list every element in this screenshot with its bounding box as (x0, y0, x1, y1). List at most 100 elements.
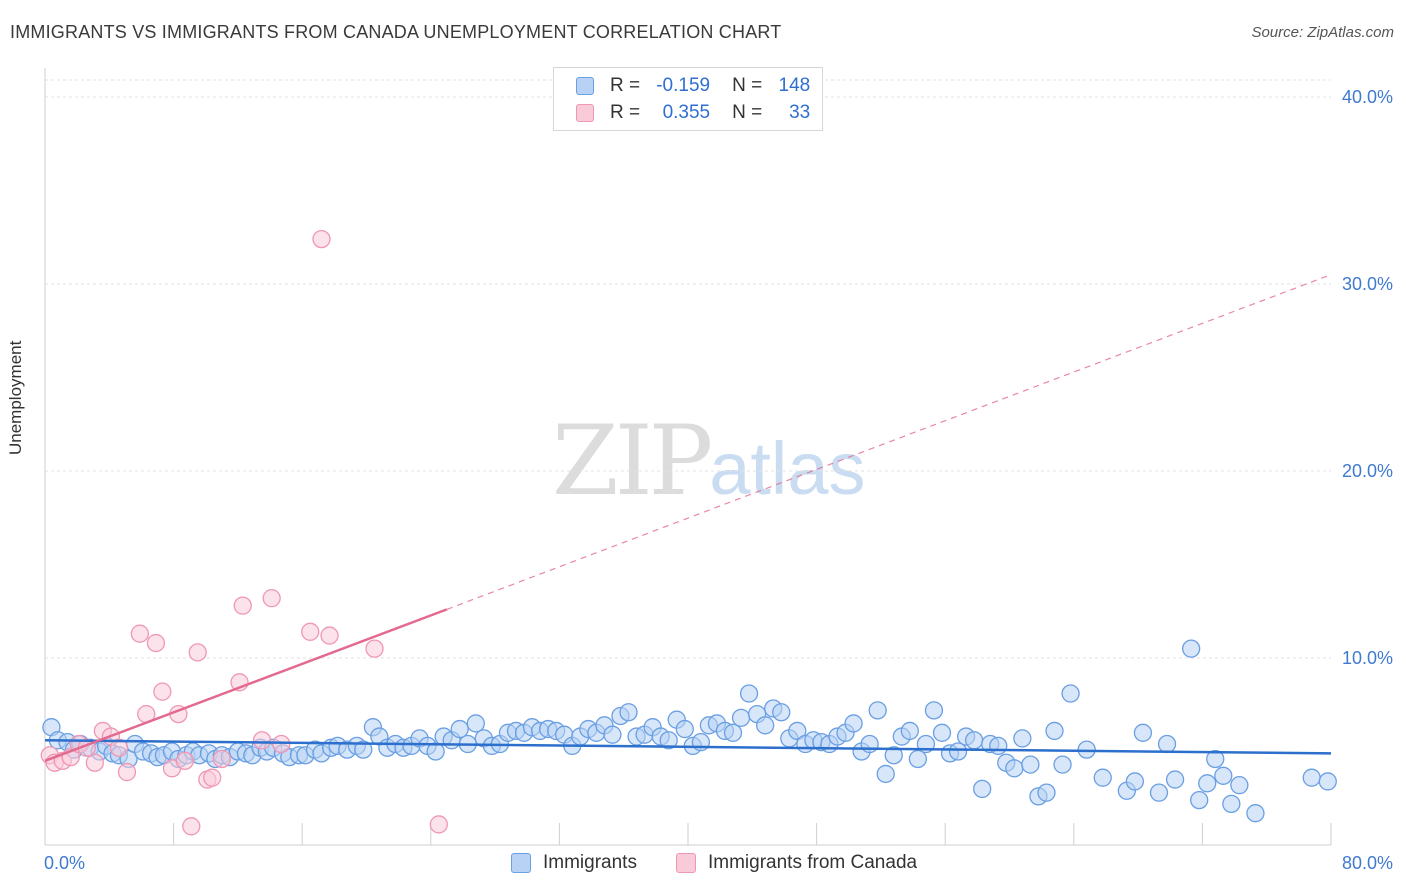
y-tick-label: 40.0% (1342, 87, 1393, 107)
source-credit: Source: ZipAtlas.com (1251, 24, 1394, 41)
point-immigrants (1021, 755, 1040, 774)
point-immigrants (466, 714, 485, 733)
point-immigrants (426, 742, 445, 761)
point-immigrants (844, 714, 863, 733)
point-immigrants (989, 736, 1008, 756)
point-immigrants (788, 721, 807, 741)
point-immigrants (1013, 729, 1032, 748)
trendline-canada (44, 608, 448, 763)
point-immigrants (1157, 734, 1177, 754)
legend-swatch-immigrants (576, 77, 594, 95)
point-immigrants (1045, 721, 1064, 741)
point-canada (233, 596, 252, 615)
point-canada (212, 749, 231, 769)
point-immigrants (1198, 774, 1217, 793)
trendline-immigrants (44, 739, 1332, 755)
point-immigrants (948, 742, 968, 761)
point-immigrants (1222, 794, 1241, 814)
point-immigrants (924, 701, 944, 720)
point-immigrants (1005, 759, 1024, 778)
point-immigrants (659, 731, 678, 750)
legend-label-immigrants: Immigrants (543, 852, 637, 873)
legend-item-canada[interactable]: Immigrants from Canada (676, 852, 917, 874)
legend-r-value: 0.355 (662, 102, 711, 123)
point-immigrants (603, 725, 622, 744)
point-canada (182, 817, 201, 836)
y-tick-label: 20.0% (1342, 461, 1393, 481)
point-immigrants (884, 746, 903, 765)
legend-row-immigrants: R = -0.159 N = 148 (576, 73, 810, 99)
point-immigrants (1165, 770, 1185, 789)
point-immigrants (1125, 772, 1145, 791)
legend-swatch-canada (576, 104, 594, 122)
point-canada (175, 751, 195, 770)
point-immigrants (900, 721, 919, 741)
point-canada (146, 633, 166, 653)
point-immigrants (731, 708, 751, 727)
point-canada (117, 762, 137, 782)
point-immigrants (756, 716, 775, 735)
legend-n-label: N = (732, 75, 763, 96)
point-canada (312, 229, 331, 249)
point-immigrants (739, 684, 759, 703)
point-immigrants (450, 719, 469, 739)
point-canada (188, 643, 207, 662)
point-immigrants (868, 701, 887, 720)
point-immigrants (1302, 768, 1321, 787)
x-tick-label: 0.0% (44, 853, 85, 873)
point-canada (301, 622, 320, 641)
point-canada (153, 682, 172, 701)
point-immigrants (1190, 790, 1209, 810)
correlation-legend: R = -0.159 N = 148 R = 0.355 N = 33 (553, 67, 823, 131)
point-immigrants (1181, 639, 1201, 658)
series-legend: Immigrants Immigrants from Canada (0, 852, 1406, 876)
point-canada (252, 731, 272, 750)
point-immigrants (932, 723, 952, 742)
point-immigrants (1133, 723, 1153, 742)
point-immigrants (1246, 804, 1265, 823)
y-tick-label: 30.0% (1342, 274, 1393, 294)
y-axis-label: Unemployment (6, 340, 25, 455)
legend-swatch-canada (676, 853, 696, 873)
point-immigrants (964, 731, 984, 750)
point-canada (85, 753, 104, 772)
legend-r-label: R = (610, 75, 641, 96)
legend-n-value: 148 (778, 75, 811, 96)
point-immigrants (1053, 755, 1072, 774)
point-canada (272, 734, 291, 754)
point-immigrants (876, 764, 895, 784)
point-immigrants (1230, 776, 1249, 795)
legend-n-label: N = (732, 102, 763, 123)
legend-r-value: -0.159 (656, 75, 711, 96)
point-immigrants (1093, 768, 1112, 787)
point-immigrants (1206, 749, 1225, 769)
point-canada (429, 815, 448, 834)
x-tick-label: 80.0% (1342, 853, 1393, 873)
point-canada (109, 738, 129, 757)
point-immigrants (1214, 766, 1233, 785)
point-canada (365, 639, 384, 658)
point-immigrants (1318, 772, 1337, 791)
point-immigrants (973, 779, 992, 799)
point-immigrants (1037, 783, 1056, 802)
chart-title: IMMIGRANTS VS IMMIGRANTS FROM CANADA UNE… (10, 22, 782, 42)
point-immigrants (675, 719, 694, 739)
point-immigrants (723, 723, 743, 742)
point-immigrants (354, 740, 373, 759)
legend-label-canada: Immigrants from Canada (708, 852, 918, 873)
legend-r-label: R = (610, 102, 641, 123)
point-canada (203, 768, 222, 787)
point-canada (130, 624, 149, 643)
point-canada (262, 589, 281, 608)
point-immigrants (908, 749, 928, 769)
legend-swatch-immigrants (511, 853, 531, 873)
legend-row-canada: R = 0.355 N = 33 (576, 100, 810, 126)
point-canada (320, 626, 339, 645)
point-immigrants (1061, 684, 1080, 703)
point-immigrants (619, 703, 638, 722)
trendline-canada-extension (446, 274, 1332, 610)
point-immigrants (1149, 783, 1169, 802)
legend-item-immigrants[interactable]: Immigrants (511, 852, 637, 874)
y-tick-label: 10.0% (1342, 648, 1393, 668)
